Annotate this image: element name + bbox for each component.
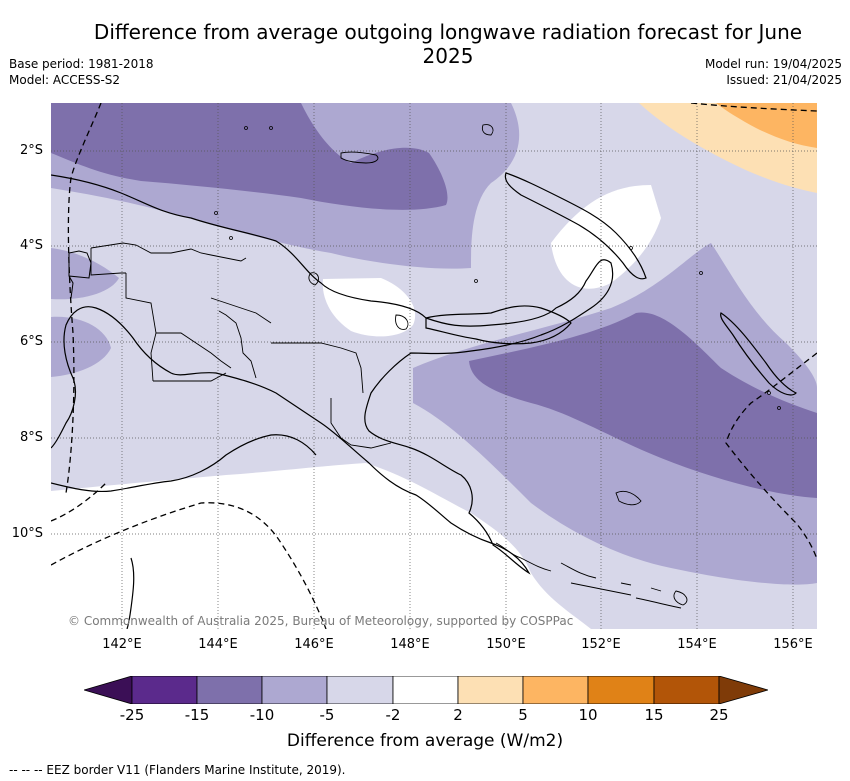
lon-label-142e: 142°E: [102, 637, 142, 652]
colorbar-bin-2: [196, 676, 263, 704]
lon-label-152e: 152°E: [581, 637, 621, 652]
model-name: Model: ACCESS-S2: [9, 73, 121, 87]
lat-label-10s: 10°S: [11, 526, 43, 541]
colorbar-bin-7: [522, 676, 589, 704]
issued-date: Issued: 21/04/2025: [726, 73, 842, 87]
coastlines: [51, 124, 798, 629]
anomaly-fill-medium-southwest: [51, 316, 111, 377]
anomaly-fill-neutral-south: [51, 463, 591, 629]
meta-left: Base period: 1981-2018 Model: ACCESS-S2: [9, 56, 154, 88]
gridlines: [51, 103, 817, 629]
colorbar-tick: 5: [518, 706, 528, 724]
anomaly-fill-dark-southeast: [469, 312, 817, 498]
anomaly-fill-positive-medium: [716, 103, 817, 148]
colorbar-tick: 10: [578, 706, 598, 724]
copyright-notice: © Commonwealth of Australia 2025, Bureau…: [68, 614, 574, 628]
colorbar-low-extend: [84, 676, 133, 704]
base-period: Base period: 1981-2018: [9, 57, 154, 71]
lat-label-6s: 6°S: [19, 334, 43, 349]
lon-label-144e: 144°E: [198, 637, 238, 652]
eez-borders: [51, 103, 817, 629]
southern-coast: [51, 434, 317, 493]
scattered-islands: [214, 126, 781, 410]
colorbar-bin-3: [261, 676, 328, 704]
international-border: [68, 250, 92, 299]
meta-right: Model run: 19/04/2025 Issued: 21/04/2025: [705, 56, 842, 88]
map-area: [51, 103, 817, 629]
lon-label-146e: 146°E: [294, 637, 334, 652]
chart-title: Difference from average outgoing longwav…: [93, 20, 803, 68]
eez-footnote: -- -- -- EEZ border V11 (Flanders Marine…: [9, 763, 346, 777]
new-britain-coast: [425, 305, 572, 345]
model-run: Model run: 19/04/2025: [704, 57, 842, 71]
lon-label-150e: 150°E: [486, 637, 526, 652]
colorbar-tick: 25: [709, 706, 729, 724]
lat-label-8s: 8°S: [19, 430, 43, 445]
anomaly-fill-neutral-center: [322, 278, 416, 337]
lon-label-154e: 154°E: [677, 637, 717, 652]
colorbar-tick: -10: [249, 706, 275, 724]
anomaly-fill-neutral-east: [551, 185, 661, 289]
colorbar-bin-9: [653, 676, 720, 704]
lon-label-148e: 148°E: [390, 637, 430, 652]
islands-small: [308, 124, 688, 606]
cape-york-coast: [126, 557, 135, 629]
colorbar-tick: 15: [644, 706, 664, 724]
anomaly-fill-medium-west: [51, 248, 119, 300]
bougainville-coast: [720, 312, 798, 396]
colorbar-label: Difference from average (W/m2): [286, 731, 564, 751]
colorbar-tick: -5: [319, 706, 335, 724]
colorbar-bin-1: [131, 676, 198, 704]
lon-label-156e: 156°E: [773, 637, 813, 652]
anomaly-fill-dark-north: [51, 103, 448, 210]
colorbar-tick: -2: [385, 706, 401, 724]
colorbar-bin-8: [587, 676, 655, 704]
colorbar-tick: -15: [184, 706, 210, 724]
colorbar-bin-5: [392, 676, 459, 704]
lat-label-4s: 4°S: [19, 238, 43, 253]
province-borders: [90, 242, 392, 449]
colorbar-bin-6: [457, 676, 524, 704]
colorbar-tick: 2: [453, 706, 463, 724]
new-ireland-coast: [504, 172, 647, 280]
lat-label-2s: 2°S: [19, 143, 43, 158]
colorbar-bin-4: [326, 676, 394, 704]
milne-bay-islands: [495, 542, 682, 609]
colorbar-tick: -25: [119, 706, 145, 724]
new-guinea-coast: [51, 174, 614, 575]
colorbar: [84, 676, 768, 704]
colorbar-high-extend: [718, 676, 768, 704]
